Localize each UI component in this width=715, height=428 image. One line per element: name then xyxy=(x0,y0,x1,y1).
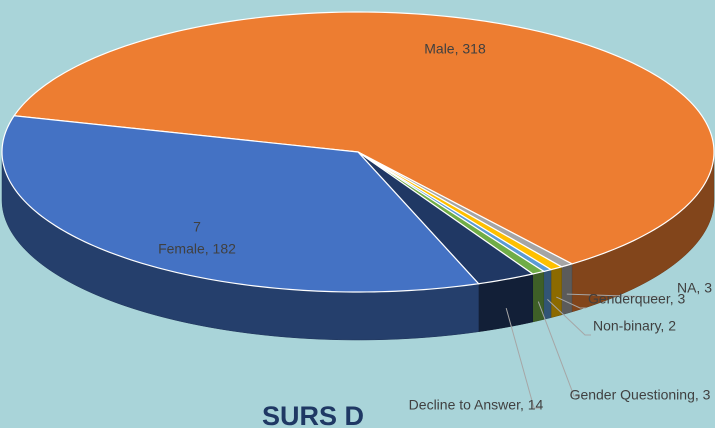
annotation: 7 xyxy=(193,219,201,235)
leader-line xyxy=(556,296,586,309)
data-label: Gender Questioning, 3 xyxy=(570,387,711,403)
slice xyxy=(13,11,715,265)
leader-line xyxy=(505,307,540,409)
data-label: NA, 3 xyxy=(677,280,712,296)
leader-line xyxy=(566,293,660,298)
slice xyxy=(1,115,480,293)
data-label: Decline to Answer, 14 xyxy=(409,397,544,413)
pie-tops xyxy=(1,11,715,293)
slice-side xyxy=(543,269,552,320)
slice-side xyxy=(550,266,562,318)
chart-title: SURS D xyxy=(262,401,364,428)
leader-line xyxy=(537,301,580,397)
slice xyxy=(357,151,535,285)
data-label: Male, 318 xyxy=(424,41,486,57)
data-label: Genderqueer, 3 xyxy=(588,291,686,307)
data-label: Non-binary, 2 xyxy=(593,318,676,334)
data-label: Female, 182 xyxy=(158,241,236,257)
slice-side xyxy=(561,263,573,316)
leader-line xyxy=(547,298,591,336)
slice-side xyxy=(532,271,545,323)
